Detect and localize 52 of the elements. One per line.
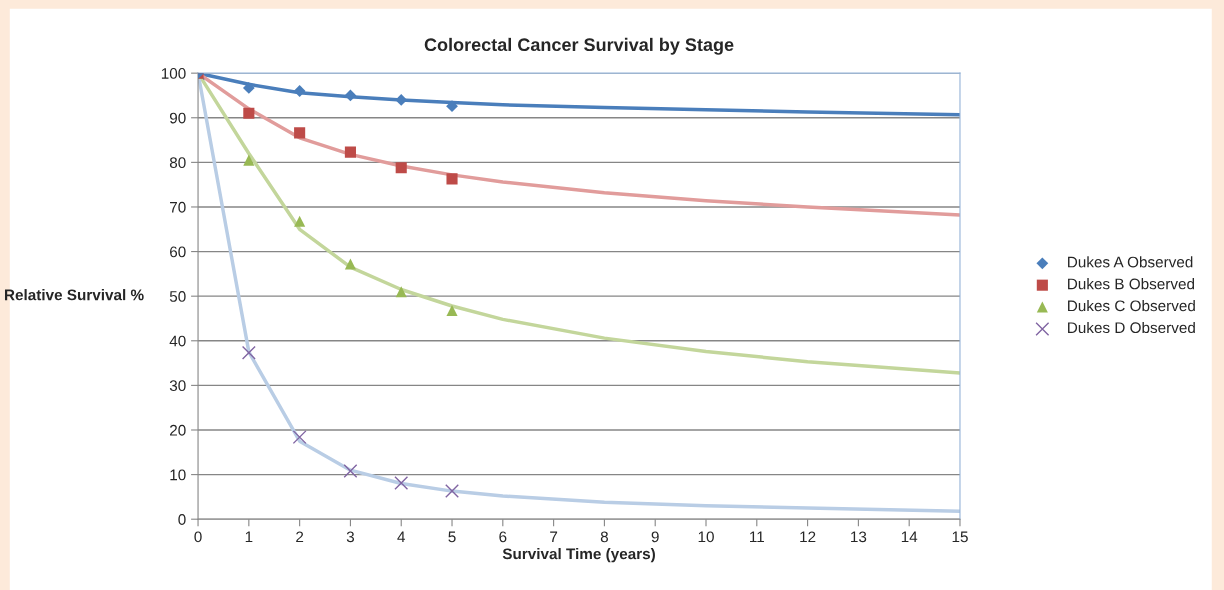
point: [446, 100, 458, 113]
point: [242, 81, 255, 94]
y-tick-label: 40: [169, 335, 186, 347]
point: [344, 258, 356, 270]
x-tick-label: 8: [600, 531, 608, 543]
x-tick-label: 14: [901, 531, 918, 543]
x-tick-label: 13: [851, 531, 867, 543]
y-tick-label: 100: [161, 68, 186, 79]
x-tick-label: 11: [750, 531, 764, 543]
point: [294, 127, 306, 139]
x-tick-label: 1: [245, 531, 253, 543]
chart-title: Colorectal Cancer Survival by Stage: [424, 37, 734, 55]
point: [292, 430, 307, 445]
y-tick-label: 0: [178, 514, 186, 525]
point: [446, 304, 458, 317]
point: [241, 345, 256, 360]
x-tick-label: 9: [651, 531, 659, 543]
y-tick-label: 10: [170, 469, 186, 481]
legend-label: Dukes C Observed: [1068, 300, 1195, 312]
y-tick-label: 20: [170, 424, 186, 436]
point: [243, 154, 255, 166]
x-tick-label: 15: [952, 531, 968, 543]
legend-label: Dukes A Observed: [1068, 256, 1193, 268]
legend-label: Dukes D Observed: [1068, 321, 1195, 334]
point: [395, 162, 407, 174]
y-tick-label: 50: [169, 291, 186, 302]
y-tick-label: 90: [169, 112, 186, 124]
y-tick-label: 70: [170, 201, 186, 213]
x-tick-label: 2: [296, 531, 304, 543]
y-tick-label: 60: [170, 246, 186, 258]
x-tick-label: 3: [346, 531, 355, 543]
x-tick-label: 0: [194, 531, 202, 543]
y-axis-title: Relative Survival %: [4, 289, 144, 301]
point: [446, 173, 458, 185]
x-tick-label: 10: [698, 531, 714, 543]
point: [445, 484, 459, 499]
point: [293, 85, 306, 97]
y-tick-label: 30: [169, 380, 186, 392]
x-axis-title: Survival Time (years): [502, 548, 655, 563]
x-tick-label: 6: [499, 531, 507, 543]
point: [394, 476, 409, 491]
point: [344, 89, 357, 102]
legend-label: Dukes B Observed: [1068, 278, 1195, 290]
point: [343, 464, 358, 478]
y-tick-label: 80: [169, 157, 186, 169]
x-tick-label: 5: [448, 531, 456, 543]
point: [294, 215, 306, 227]
x-tick-label: 12: [800, 531, 816, 543]
point: [243, 107, 255, 119]
x-tick-label: 7: [550, 531, 558, 543]
point: [344, 146, 356, 158]
x-tick-label: 4: [397, 531, 406, 543]
